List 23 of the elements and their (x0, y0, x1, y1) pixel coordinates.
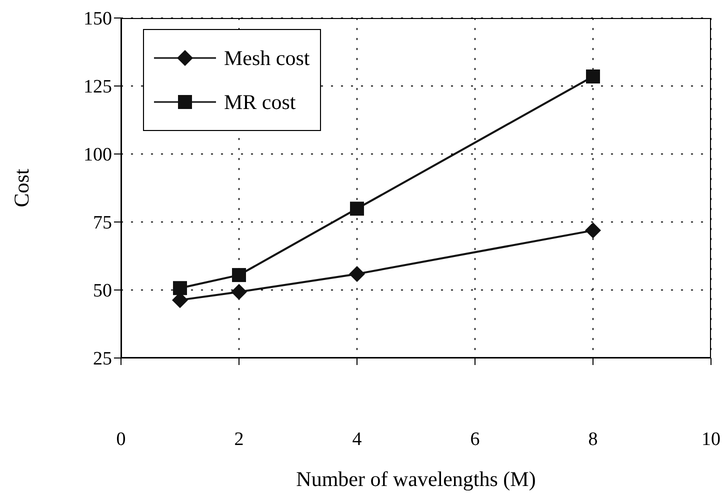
legend-label: Mesh cost (224, 46, 310, 70)
y-axis-title: Cost (9, 168, 34, 208)
point (231, 284, 247, 300)
point (586, 69, 600, 84)
x-tick-label: 0 (116, 429, 126, 450)
x-tick-label: 4 (352, 429, 362, 450)
y-tick-label: 75 (93, 212, 112, 234)
x-axis-title: Number of wavelengths (M) (296, 467, 536, 491)
x-tick-label: 8 (588, 429, 598, 450)
point (173, 281, 187, 296)
x-tick-label: 6 (470, 429, 480, 450)
y-tick-label: 150 (84, 8, 112, 30)
legend-label: MR cost (224, 90, 296, 114)
y-tick-label: 25 (93, 348, 112, 370)
y-tick-label: 100 (84, 144, 112, 166)
point (350, 202, 364, 216)
point (349, 266, 365, 282)
x-tick-label: 2 (234, 429, 244, 450)
point (232, 268, 246, 282)
y-tick-label: 50 (93, 280, 112, 302)
point (585, 222, 601, 238)
x-tick-label: 10 (702, 429, 720, 450)
y-tick-label: 125 (84, 76, 112, 98)
